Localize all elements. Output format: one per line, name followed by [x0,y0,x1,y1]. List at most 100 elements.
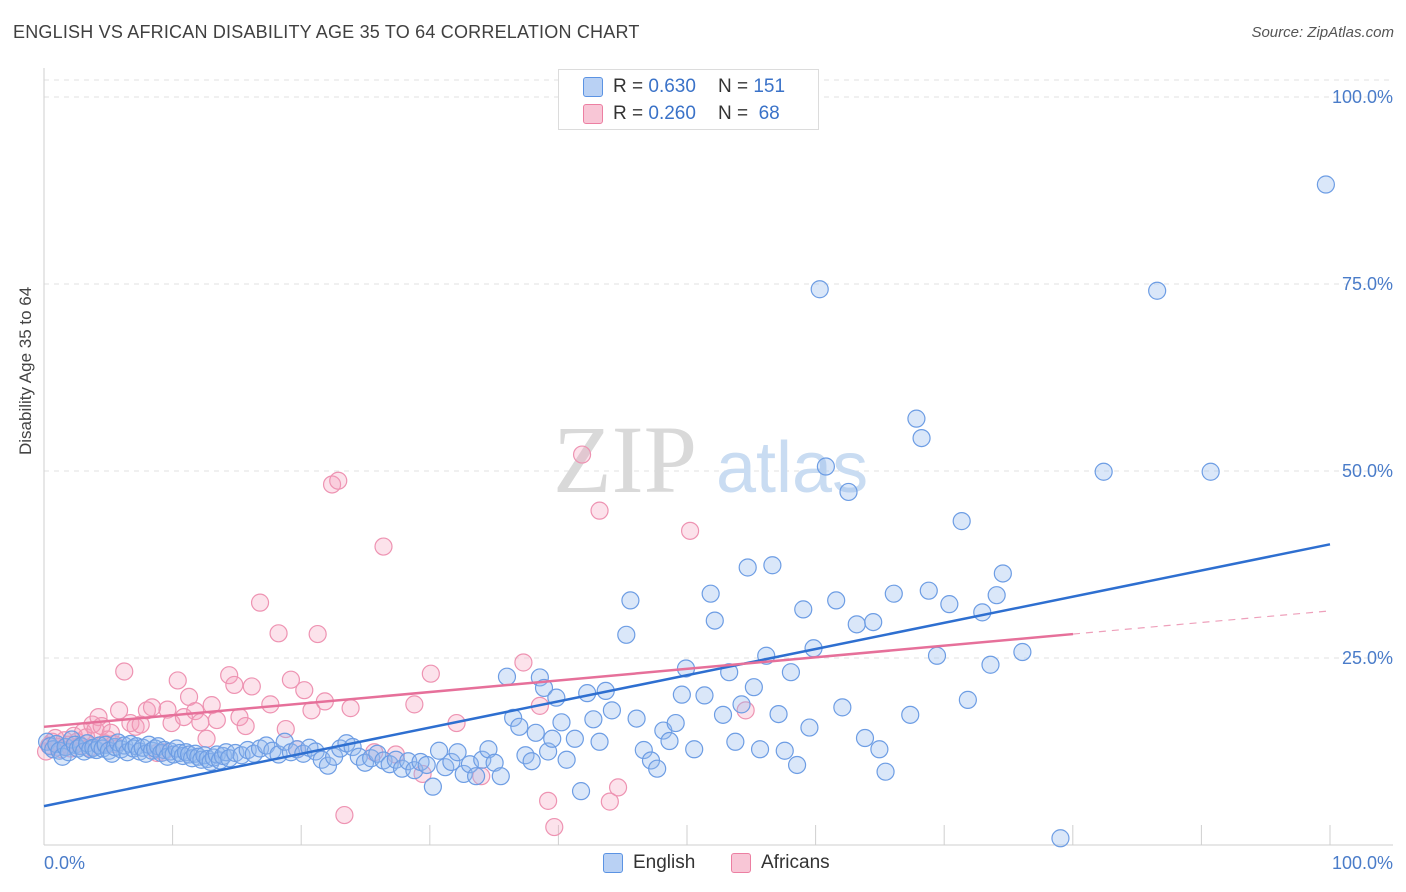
data-point [308,624,327,644]
data-point [571,782,591,801]
data-point [833,698,852,717]
data-point [510,717,529,736]
data-point [685,740,704,759]
africans-swatch [583,104,603,124]
data-point [827,591,846,610]
data-point [602,701,621,720]
data-point [769,704,788,724]
axes [43,68,1393,846]
data-point [993,564,1012,583]
data-point [572,445,592,464]
data-point [186,702,205,721]
data-point [335,805,354,825]
data-point [368,744,387,763]
chart-title: ENGLISH VS AFRICAN DISABILITY AGE 35 TO … [13,22,640,42]
data-point [191,713,210,732]
data-point [545,817,564,837]
data-point [750,740,770,759]
y-tick-label: 25.0% [1342,648,1393,668]
data-point [600,792,619,811]
data-point [565,729,584,748]
data-point [901,705,920,724]
data-point [732,695,751,714]
watermark-atlas: atlas [716,428,868,508]
data-point [491,767,510,786]
english-swatch [583,77,603,97]
data-point [220,666,239,685]
data-point [870,740,889,759]
data-point [281,670,301,689]
data-point [115,662,134,681]
data-point [701,584,720,603]
data-point [83,715,102,734]
data-point [781,663,801,682]
data-point [590,732,609,751]
x-tick-label: 0.0% [44,853,85,873]
data-point [526,723,545,742]
data-point [1201,462,1220,481]
r-label: R = [613,103,644,124]
y-tick-label: 75.0% [1342,274,1393,294]
y-tick-label: 50.0% [1342,461,1393,481]
data-point [318,756,338,775]
data-point [864,612,883,632]
data-point [847,615,866,634]
data-point [763,556,782,575]
data-point [1316,175,1335,194]
x-tick-label: 100.0% [1332,853,1393,873]
legend-label-english: English [633,852,696,873]
data-point [168,671,187,690]
data-point [660,731,679,751]
data-point [341,699,360,718]
data-point [666,713,685,733]
data-point [1148,281,1167,300]
series-legend: English Africans [0,852,1406,878]
data-point [448,743,467,762]
data-point [101,723,120,742]
data-point [137,701,156,720]
data-point [269,624,288,643]
legend-item-africans[interactable]: Africans [731,852,830,874]
data-point [621,591,640,610]
data-point [421,664,440,683]
source-credit: Source: ZipAtlas.com [1251,24,1394,41]
data-point [952,512,971,531]
data-point [705,611,724,630]
trend-lines [43,543,1331,808]
n-label: N = [717,103,749,124]
data-point [62,730,81,749]
data-point [405,695,424,714]
data-point [627,709,646,728]
stats-row-africans: R = 0.260 N = 68 [583,101,780,127]
data-point [927,646,947,665]
data-point [672,685,691,704]
data-point [738,558,757,577]
data-point [142,698,162,717]
data-point [158,700,177,719]
data-point [374,537,393,556]
y-axis-label: Disability Age 35 to 64 [16,286,35,455]
data-point [543,729,562,748]
data-point [680,521,700,540]
data-point [816,457,835,476]
data-point [236,716,255,736]
data-point [775,741,794,760]
english-swatch [603,853,623,873]
data-point [1051,829,1070,848]
data-point [744,678,763,697]
data-point [855,728,875,748]
n-label: N = [717,76,749,97]
n-value: 68 [758,103,780,124]
data-point [497,667,517,686]
legend-label-africans: Africans [761,852,830,873]
africans-swatch [731,853,751,873]
data-point [800,718,819,737]
data-point [590,501,609,520]
data-point [329,471,348,490]
legend-item-english[interactable]: English [603,852,695,874]
data-point [429,741,449,760]
data-point [787,755,807,775]
data-point [557,750,576,769]
data-point [940,595,959,614]
